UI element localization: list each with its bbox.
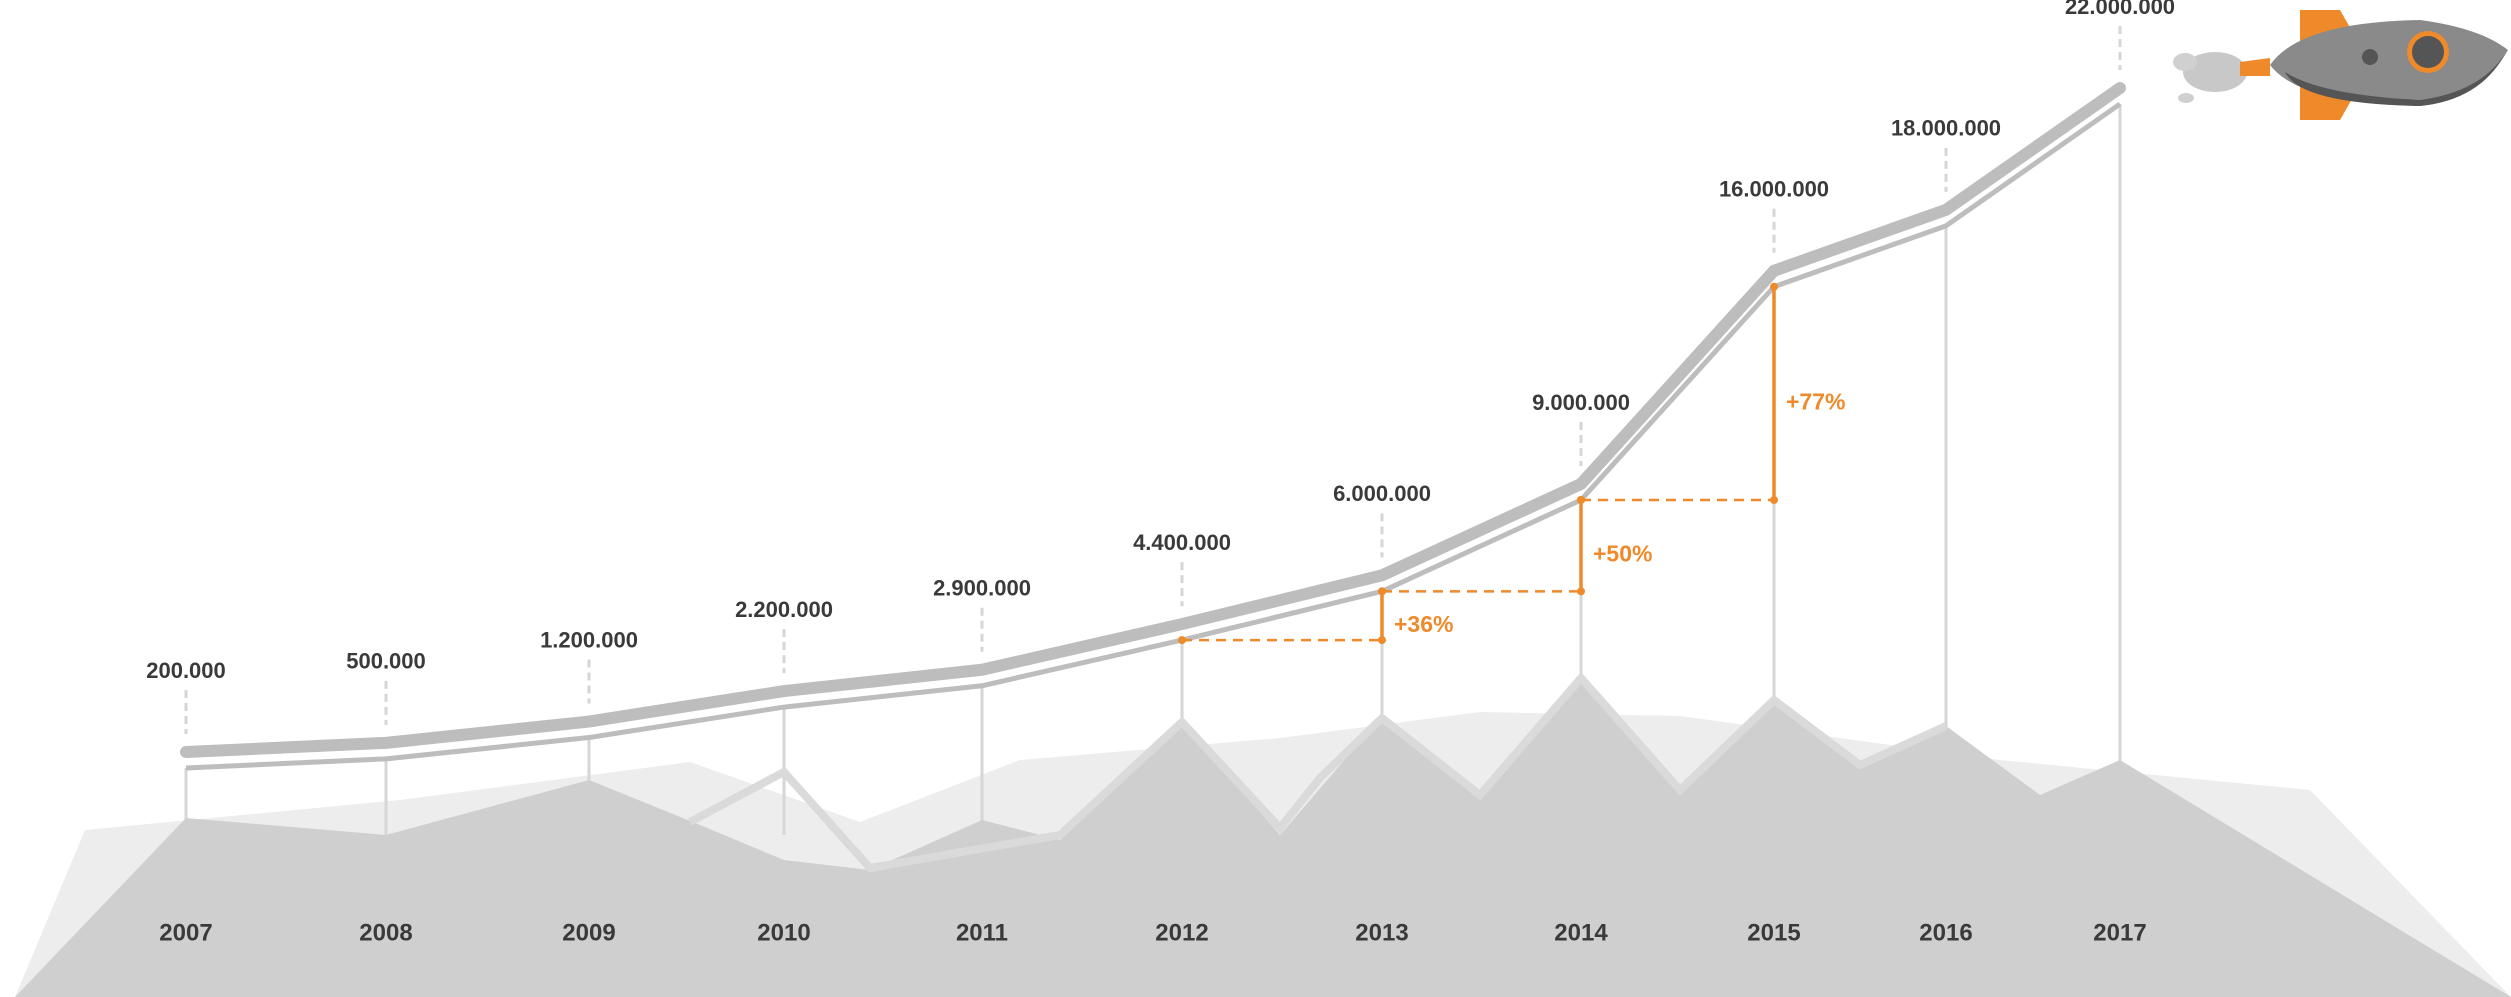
growth-dot — [1178, 636, 1186, 645]
value-label: 2.900.000 — [933, 576, 1031, 601]
x-tick-label: 2015 — [1747, 919, 1800, 946]
value-label: 22.000.000 — [2065, 0, 2175, 19]
growth-dot — [1770, 495, 1778, 504]
mountains — [15, 676, 2511, 997]
x-tick-label: 2013 — [1355, 919, 1408, 946]
value-label: 18.000.000 — [1891, 116, 2001, 141]
rocket — [2173, 10, 2508, 120]
x-tick-label: 2012 — [1155, 919, 1208, 946]
x-tick-label: 2009 — [562, 919, 615, 946]
x-tick-label: 2016 — [1919, 919, 1972, 946]
growth-dot — [1770, 282, 1778, 291]
mountain-ridge — [688, 671, 1948, 873]
growth-dot — [1378, 636, 1386, 645]
value-label: 9.000.000 — [1532, 390, 1630, 415]
x-tick-label: 2010 — [757, 919, 810, 946]
value-label: 1.200.000 — [540, 627, 638, 652]
growth-label: +50% — [1593, 541, 1652, 567]
x-tick-label: 2011 — [956, 919, 1008, 946]
line-lower — [185, 101, 2122, 771]
x-tick-label: 2017 — [2093, 919, 2146, 946]
growth-dot — [1577, 587, 1585, 596]
value-label: 500.000 — [346, 649, 426, 674]
value-label: 6.000.000 — [1333, 481, 1431, 506]
x-tick-label: 2014 — [1554, 919, 1608, 946]
growth-dot — [1577, 495, 1585, 504]
growth-label: +77% — [1786, 388, 1845, 414]
value-label: 200.000 — [146, 658, 226, 683]
growth-label: +36% — [1394, 611, 1453, 637]
value-label: 16.000.000 — [1719, 177, 1829, 202]
x-tick-label: 2007 — [159, 919, 212, 946]
growth-dot — [1378, 587, 1386, 596]
value-label: 2.200.000 — [735, 597, 833, 622]
value-label: 4.400.000 — [1133, 530, 1231, 555]
line — [180, 82, 2126, 758]
x-tick-label: 2008 — [359, 919, 412, 946]
